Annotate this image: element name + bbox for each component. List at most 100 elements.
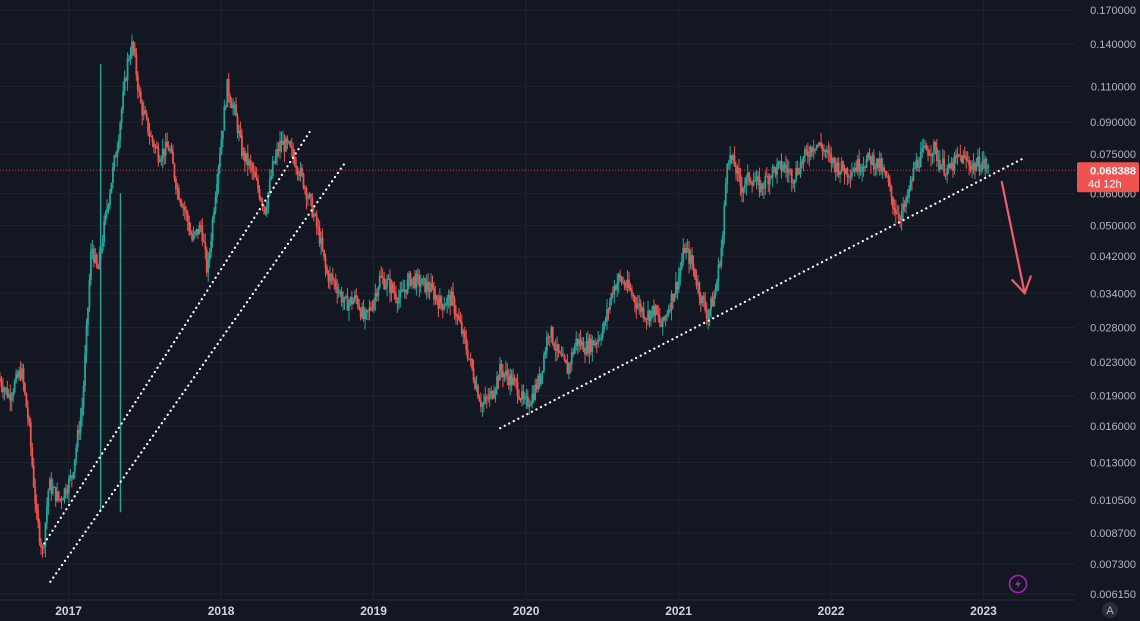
- auto-scale-button-bg: [1102, 602, 1118, 618]
- candle-up: [242, 150, 245, 157]
- candle-down: [965, 156, 968, 161]
- candle-down: [241, 135, 243, 157]
- candle-down: [324, 256, 327, 268]
- candle-up: [214, 196, 217, 212]
- candle-up: [90, 251, 92, 281]
- trendline-3[interactable]: [499, 156, 1026, 430]
- auto-scale-button[interactable]: A: [1102, 602, 1118, 618]
- candle-up: [368, 307, 371, 311]
- candle-up: [726, 163, 729, 184]
- candle-up: [119, 123, 122, 140]
- candle-down: [183, 206, 186, 210]
- candle-down: [735, 166, 737, 174]
- down-arrow-shaft[interactable]: [1000, 180, 1026, 295]
- trendline-1[interactable]: [43, 130, 311, 545]
- candle-down: [688, 248, 691, 264]
- candle-down: [229, 96, 232, 103]
- candle-up: [287, 141, 290, 143]
- candle-down: [625, 286, 627, 288]
- candle-up: [760, 183, 762, 193]
- candle-down: [827, 149, 830, 153]
- candle-up: [238, 130, 240, 133]
- candle-up: [299, 167, 302, 177]
- candle-up: [503, 373, 506, 378]
- candle-down: [653, 305, 655, 316]
- candle-down: [884, 171, 887, 177]
- candle-down: [569, 363, 572, 365]
- candle-up: [966, 160, 969, 162]
- price-tick-label: 0.090000: [1090, 117, 1136, 129]
- candle-down: [944, 174, 947, 176]
- candle-up: [804, 149, 806, 157]
- candle-down: [749, 181, 752, 183]
- candle-down: [466, 349, 469, 359]
- badge-ring: [1008, 574, 1028, 594]
- candle-down: [383, 278, 386, 289]
- candle-up: [746, 172, 749, 177]
- candles-layer: [0, 34, 990, 558]
- candle-down: [949, 164, 951, 169]
- candle-down: [180, 202, 183, 208]
- candle-down: [497, 376, 500, 381]
- candle-down: [32, 465, 35, 487]
- candle-down: [565, 359, 567, 364]
- candle-down: [290, 146, 293, 149]
- candle-up: [221, 130, 224, 140]
- candle-down: [380, 275, 383, 278]
- candle-down: [358, 305, 361, 310]
- candle-up: [276, 149, 279, 156]
- candle-up: [982, 159, 985, 162]
- candle-up: [101, 242, 104, 251]
- candle-up: [233, 104, 236, 106]
- candle-up: [946, 167, 949, 175]
- lightning-badge-icon[interactable]: [1008, 574, 1028, 594]
- candle-up: [950, 162, 953, 169]
- candle-down: [114, 155, 117, 158]
- candle-up: [337, 291, 340, 294]
- candle-up: [707, 316, 710, 319]
- candle-down: [441, 304, 444, 310]
- candle-up: [447, 295, 450, 298]
- candle-down: [834, 162, 837, 172]
- candle-down: [31, 447, 34, 466]
- candle-down: [676, 282, 679, 290]
- candle-down: [974, 163, 976, 171]
- candle-up: [400, 289, 403, 291]
- lightning-bolt: [1015, 579, 1021, 589]
- candle-up: [875, 158, 878, 168]
- candle-down: [805, 149, 808, 152]
- price-tick-label: 0.007300: [1090, 559, 1136, 571]
- price-tick-label: 0.170000: [1090, 5, 1136, 17]
- candle-down: [54, 486, 57, 502]
- candle-up: [754, 181, 756, 183]
- candle-down: [133, 48, 136, 54]
- candle-down: [485, 396, 488, 398]
- candle-up: [270, 175, 273, 179]
- time-axis[interactable]: 2017 2018 2019 2020 2021 2022 2023 A: [0, 599, 1118, 621]
- candle-up: [874, 167, 877, 170]
- candle-down: [858, 158, 861, 172]
- candle-up: [343, 296, 346, 301]
- candle-up: [839, 171, 842, 175]
- candle-up: [677, 275, 680, 290]
- candle-down: [510, 374, 513, 385]
- price-tick-label: 0.019000: [1090, 391, 1136, 403]
- candle-up: [865, 159, 868, 168]
- candle-up: [682, 247, 685, 262]
- candle-down: [95, 254, 98, 267]
- candle-up: [597, 338, 600, 344]
- trendline-2[interactable]: [49, 160, 348, 583]
- price-tick-label: 0.023000: [1090, 357, 1136, 369]
- candle-up: [567, 363, 570, 374]
- candle-down: [672, 293, 674, 302]
- candle-down: [392, 283, 394, 291]
- price-axis[interactable]: 0.170000 0.140000 0.110000 0.090000 0.075000…: [1075, 0, 1140, 621]
- candle-up: [488, 393, 491, 400]
- candle-down: [172, 151, 174, 164]
- candle-up: [836, 162, 839, 172]
- candle-up: [216, 183, 218, 197]
- candle-up: [378, 275, 381, 288]
- candle-down: [389, 278, 391, 293]
